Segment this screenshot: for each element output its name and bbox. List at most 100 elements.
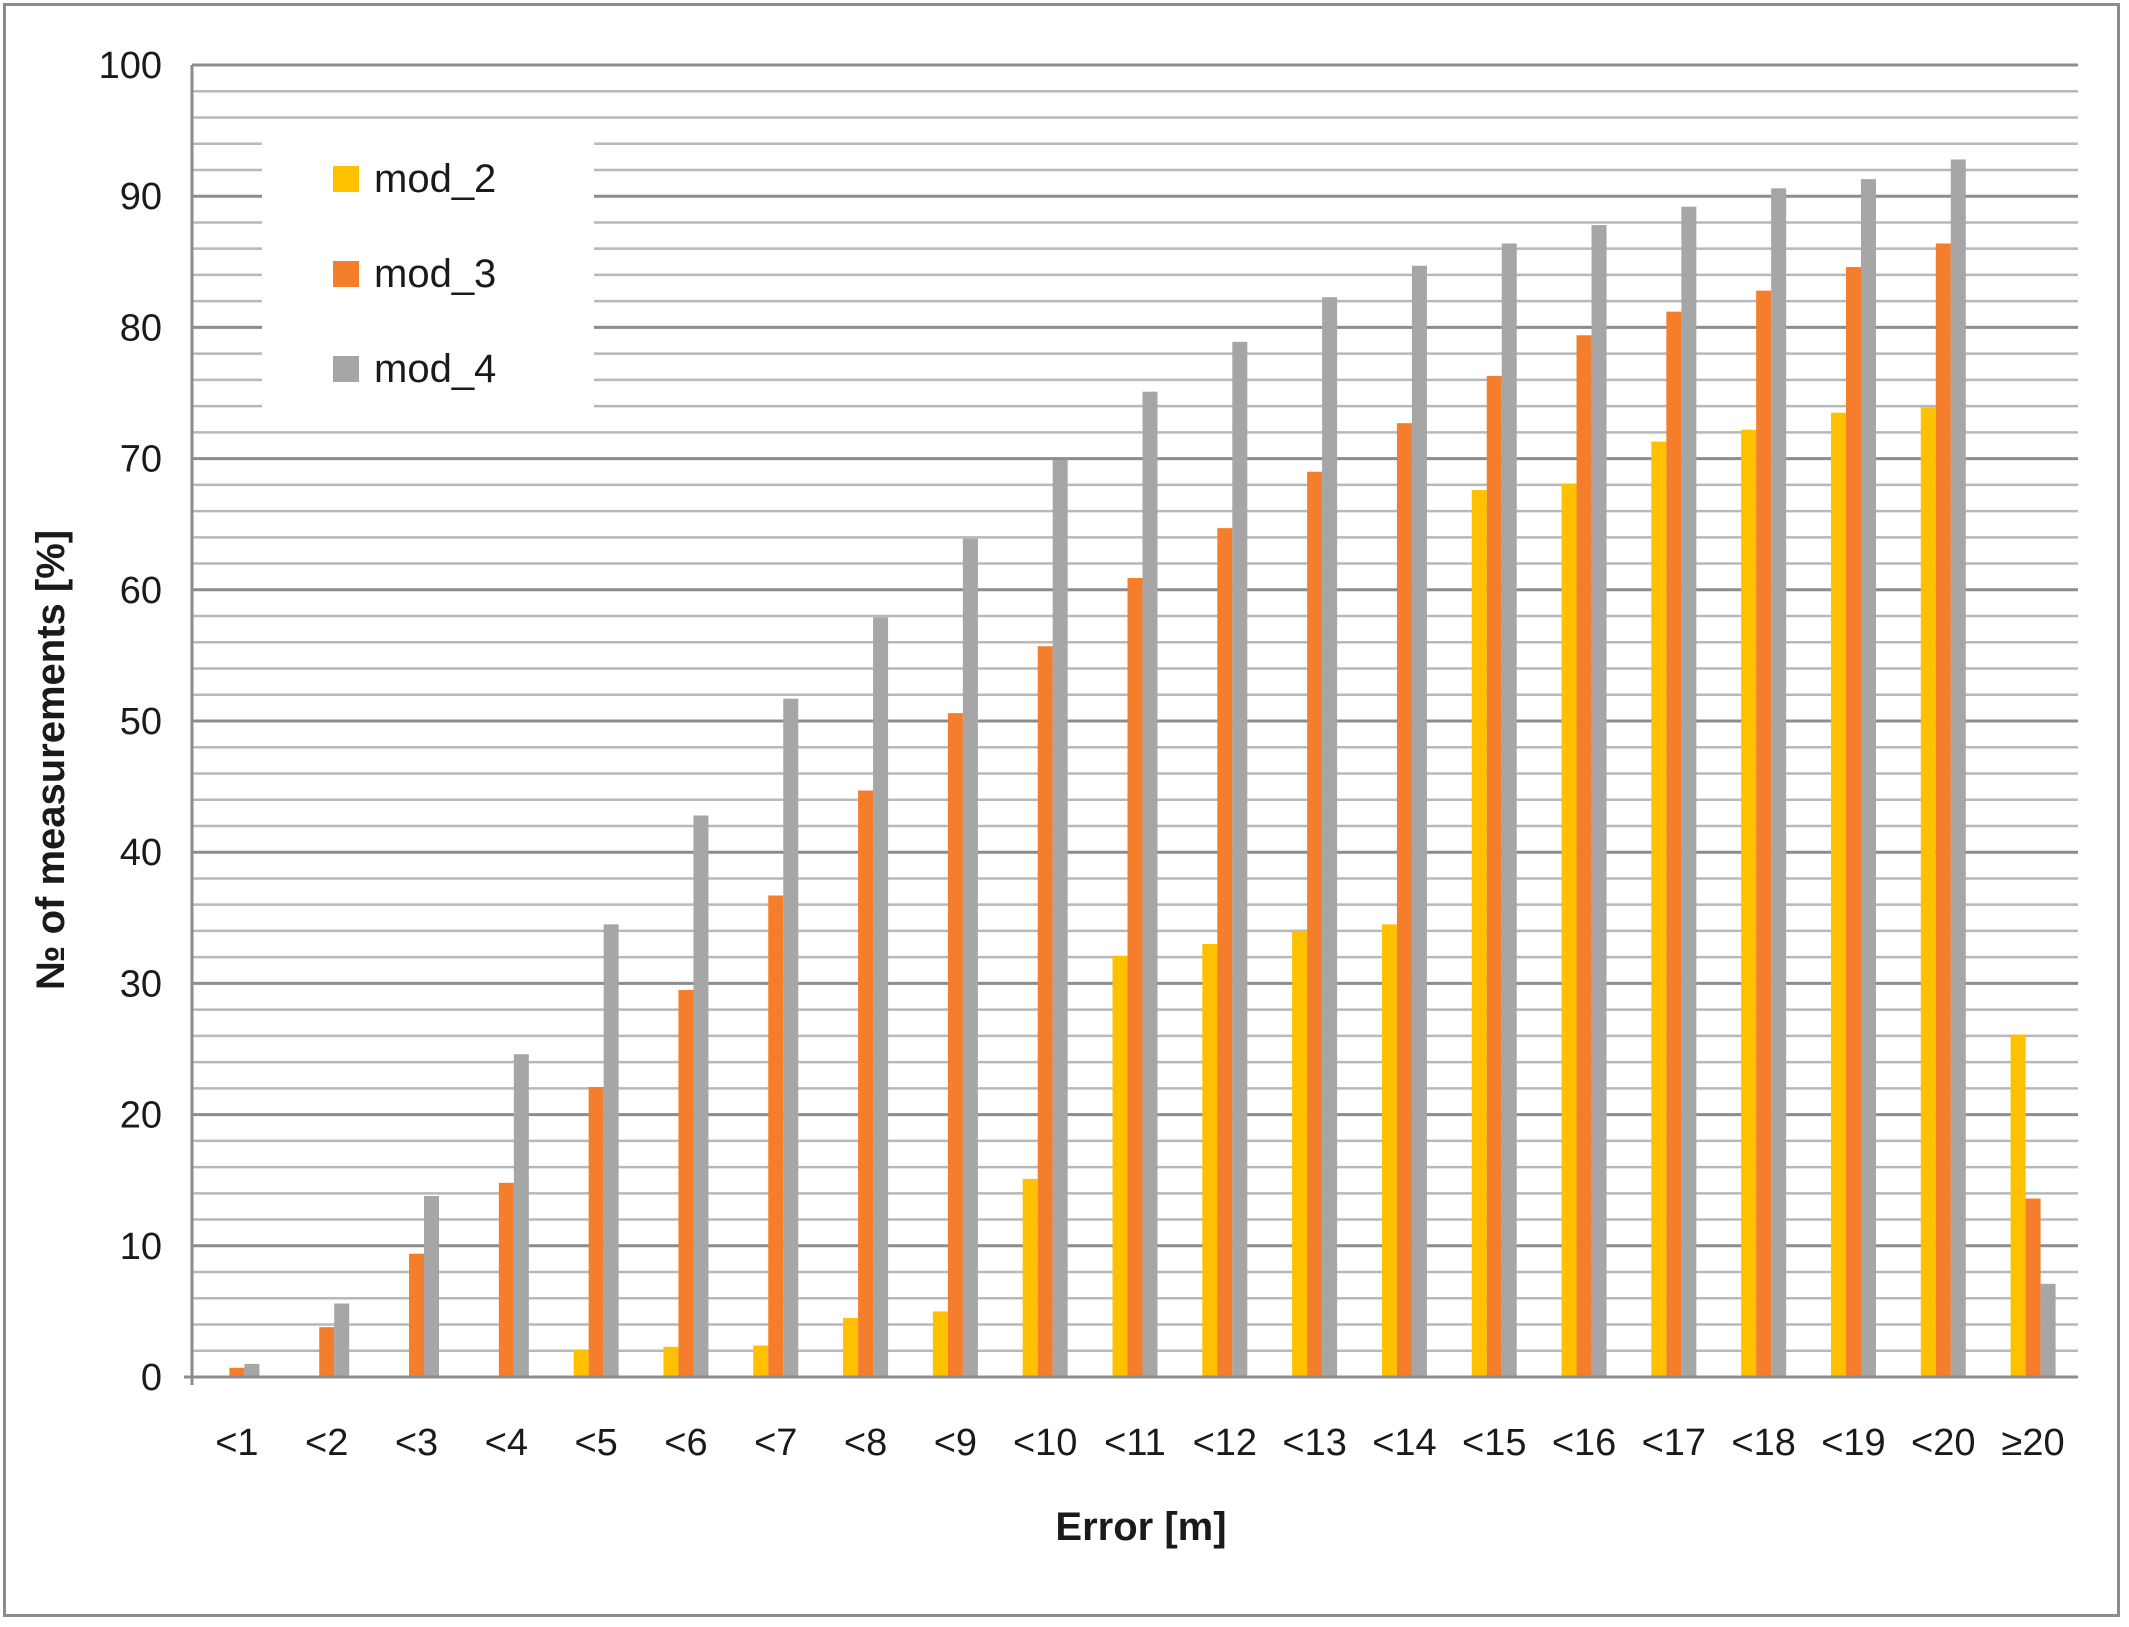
y-axis-title: № of measurements [%] xyxy=(29,530,73,990)
y-tick-label: 60 xyxy=(120,570,162,612)
bar-mod_2 xyxy=(1202,944,1218,1377)
bar-mod_4 xyxy=(1501,243,1517,1377)
bar-mod_4 xyxy=(1411,265,1427,1378)
bar-mod_4 xyxy=(603,924,619,1377)
bar-mod_4 xyxy=(1771,188,1787,1377)
bar-mod_3 xyxy=(2025,1198,2041,1377)
x-tick-label: <15 xyxy=(1462,1422,1526,1464)
y-tick-label: 80 xyxy=(120,307,162,349)
axes xyxy=(184,65,2078,1385)
x-tick-label: <20 xyxy=(1911,1422,1975,1464)
bar-mod_2 xyxy=(932,1311,948,1377)
bar-mod_4 xyxy=(1142,391,1158,1377)
x-tick-label: <17 xyxy=(1642,1422,1706,1464)
bar-mod_3 xyxy=(1217,528,1233,1377)
x-tick-label: <8 xyxy=(844,1422,887,1464)
bar-mod_2 xyxy=(1561,483,1577,1377)
y-tick-label: 90 xyxy=(120,176,162,218)
legend-label: mod_3 xyxy=(374,252,496,296)
bar-mod_2 xyxy=(1830,412,1846,1377)
bar-mod_4 xyxy=(693,815,709,1377)
bar-mod_2 xyxy=(1292,930,1308,1377)
bar-mod_3 xyxy=(678,989,694,1377)
legend-label: mod_4 xyxy=(374,347,496,391)
bar-mod_3 xyxy=(1576,335,1592,1378)
legend-swatch xyxy=(333,356,359,382)
bar-mod_3 xyxy=(1127,577,1143,1377)
bar-mod_2 xyxy=(573,1349,589,1377)
bar-mod_4 xyxy=(334,1303,350,1377)
bar-mod_3 xyxy=(498,1182,514,1377)
legend-swatch xyxy=(333,166,359,192)
x-tick-label: <2 xyxy=(305,1422,348,1464)
bar-mod_4 xyxy=(962,538,978,1377)
bar-mod_2 xyxy=(2010,1034,2026,1377)
bar-mod_2 xyxy=(843,1317,859,1377)
bar-mod_3 xyxy=(319,1327,335,1377)
bar-mod_2 xyxy=(1741,429,1757,1378)
legend: mod_2 mod_3 mod_4 xyxy=(262,138,594,410)
bar-mod_4 xyxy=(1950,159,1966,1378)
bar-mod_4 xyxy=(1322,297,1338,1377)
bar-mod_3 xyxy=(858,790,874,1377)
x-tick-label: <6 xyxy=(664,1422,707,1464)
x-tick-label: <16 xyxy=(1552,1422,1616,1464)
x-tick-label: <4 xyxy=(485,1422,528,1464)
y-tick-label: 30 xyxy=(120,963,162,1005)
bar-mod_3 xyxy=(768,895,784,1377)
x-tick-label: <12 xyxy=(1193,1422,1257,1464)
bar-mod_3 xyxy=(1845,267,1861,1378)
x-tick-label: <5 xyxy=(574,1422,617,1464)
y-tick-label: 50 xyxy=(120,701,162,743)
bar-mod_3 xyxy=(947,713,963,1377)
y-tick-label: 20 xyxy=(120,1095,162,1137)
x-tick-label: <13 xyxy=(1282,1422,1346,1464)
bar-mod_2 xyxy=(1022,1178,1038,1377)
bar-mod_2 xyxy=(1651,441,1667,1377)
y-tick-label: 10 xyxy=(120,1226,162,1268)
bar-mod_2 xyxy=(753,1345,769,1377)
bar-mod_2 xyxy=(663,1346,679,1377)
bar-mod_4 xyxy=(1232,341,1248,1377)
x-tick-label: <11 xyxy=(1104,1422,1166,1464)
x-tick-label: ≥20 xyxy=(2002,1422,2065,1464)
bar-mod_4 xyxy=(424,1195,440,1377)
bar-mod_4 xyxy=(1860,179,1876,1377)
bar-mod_3 xyxy=(229,1367,245,1377)
bar-mod_4 xyxy=(1681,206,1697,1377)
bar-mod_4 xyxy=(244,1363,260,1377)
bar-mod_4 xyxy=(873,617,889,1377)
bar-mod_4 xyxy=(1591,225,1607,1378)
x-tick-labels: <1 <2 <3 <4 <5 <6 <7 <8 <9 <10 <11 <12 <13 <14 <15 <16 <… xyxy=(215,1422,2064,1464)
bar-mod_3 xyxy=(588,1087,604,1377)
x-tick-label: <10 xyxy=(1013,1422,1077,1464)
bar-mod_3 xyxy=(1935,243,1951,1377)
x-tick-label: <19 xyxy=(1821,1422,1885,1464)
legend-swatch xyxy=(333,261,359,287)
legend-label: mod_2 xyxy=(374,157,496,201)
bars xyxy=(229,159,2056,1378)
x-tick-label: <1 xyxy=(215,1422,258,1464)
bar-mod_4 xyxy=(1052,459,1068,1377)
bar-mod_4 xyxy=(2040,1283,2056,1377)
bar-mod_2 xyxy=(1471,490,1487,1377)
x-axis-title: Error [m] xyxy=(1055,1505,1226,1549)
x-tick-label: <14 xyxy=(1372,1422,1436,1464)
bar-mod_2 xyxy=(1381,924,1397,1377)
bar-mod_3 xyxy=(1396,423,1412,1377)
bar-mod_3 xyxy=(1037,646,1053,1377)
y-tick-label: 100 xyxy=(99,45,162,87)
bar-mod_3 xyxy=(1666,311,1682,1377)
bar-mod_3 xyxy=(1486,375,1502,1378)
y-tick-labels: 0 10 20 30 40 50 60 70 80 90 100 xyxy=(99,45,162,1399)
bar-mod_3 xyxy=(409,1253,425,1377)
y-tick-label: 70 xyxy=(120,439,162,481)
x-tick-label: <9 xyxy=(934,1422,977,1464)
y-tick-label: 0 xyxy=(141,1357,162,1399)
bar-mod_2 xyxy=(1112,955,1128,1377)
x-tick-label: <18 xyxy=(1731,1422,1795,1464)
y-tick-label: 40 xyxy=(120,832,162,874)
bar-mod_4 xyxy=(783,698,799,1377)
legend-box xyxy=(262,138,594,410)
